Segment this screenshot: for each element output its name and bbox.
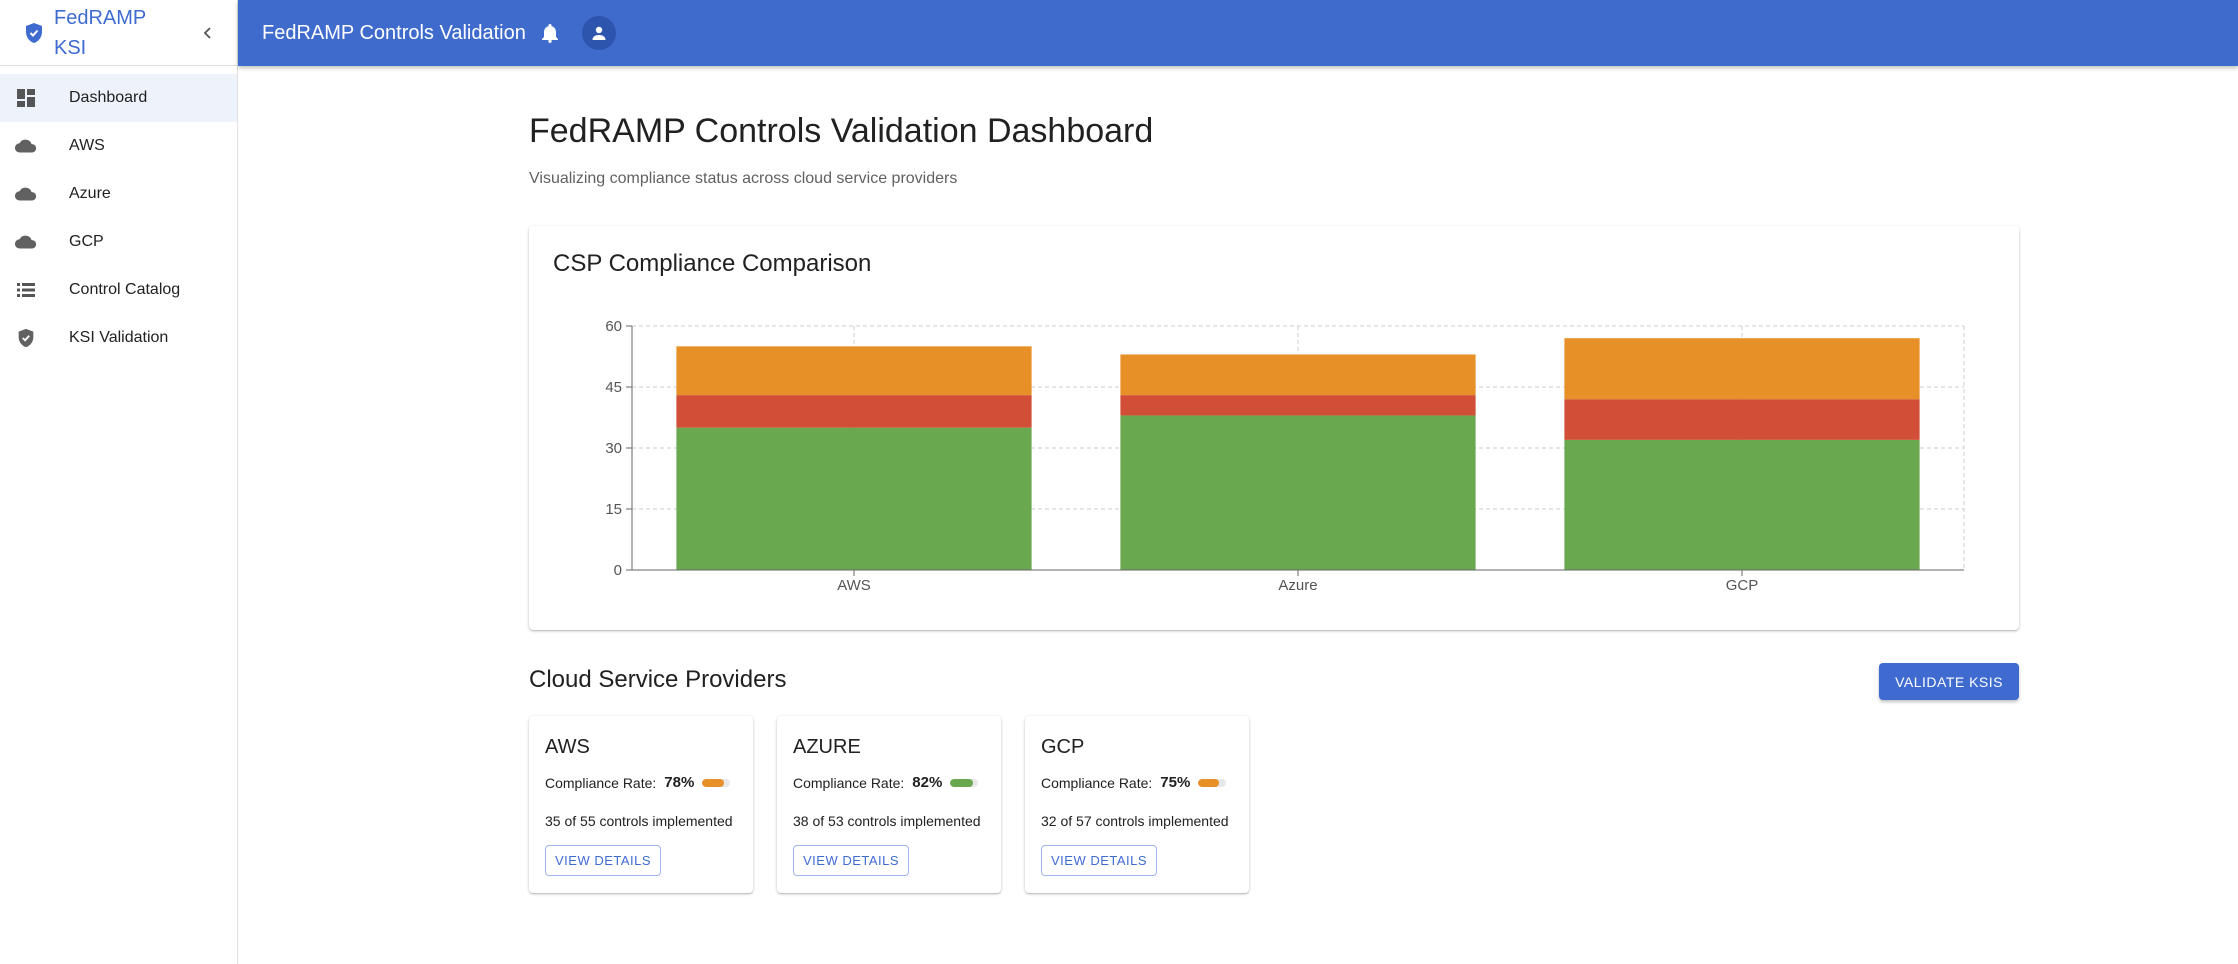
- x-tick-label: AWS: [837, 577, 871, 594]
- sidebar-item-gcp[interactable]: GCP: [0, 218, 237, 266]
- list-icon: [14, 278, 38, 302]
- top-app-bar: FedRAMP Controls Validation: [238, 0, 2238, 66]
- x-tick-label: Azure: [1278, 577, 1317, 594]
- x-tick-label: GCP: [1726, 577, 1759, 594]
- app-title: FedRAMP Controls Validation: [262, 21, 526, 44]
- provider-card-azure: AZURE Compliance Rate: 82% 38 of 53 cont…: [777, 716, 1001, 893]
- sidebar-item-aws[interactable]: AWS: [0, 122, 237, 170]
- sidebar: FedRAMP KSI Dashboard AWS Azure: [0, 0, 238, 964]
- compliance-progress-bar: [702, 778, 731, 787]
- bar-segment: [1564, 399, 1920, 440]
- validate-ksis-button[interactable]: VALIDATE KSIS: [1879, 663, 2019, 700]
- shield-check-icon: [22, 21, 46, 45]
- sidebar-item-ksi-validation[interactable]: KSI Validation: [0, 314, 237, 362]
- cloud-icon: [14, 134, 38, 158]
- bar-segment: [1120, 354, 1476, 396]
- provider-card-gcp: GCP Compliance Rate: 75% 32 of 57 contro…: [1025, 716, 1249, 893]
- y-tick-label: 15: [605, 501, 622, 518]
- compliance-progress-fill: [702, 778, 725, 787]
- compliance-rate-label: Compliance Rate:: [1041, 774, 1153, 791]
- view-details-button[interactable]: VIEW DETAILS: [793, 845, 910, 876]
- sidebar-item-label: Dashboard: [69, 89, 148, 106]
- page-subtitle: Visualizing compliance status across clo…: [529, 170, 958, 187]
- provider-name: AZURE: [793, 736, 861, 758]
- compliance-rate-value: 82%: [912, 774, 943, 791]
- sidebar-nav: Dashboard AWS Azure GCP Control Catalog: [0, 74, 237, 362]
- compliance-progress-fill: [950, 778, 974, 787]
- chevron-left-icon[interactable]: [195, 20, 221, 46]
- y-tick-label: 60: [605, 318, 622, 335]
- compliance-progress-bar: [1198, 778, 1227, 787]
- controls-implemented-text: 38 of 53 controls implemented: [793, 813, 981, 829]
- chart-card: CSP Compliance Comparison 0 15 30 45 60 AWS Az…: [529, 226, 2019, 630]
- cloud-icon: [14, 230, 38, 254]
- sidebar-item-control-catalog[interactable]: Control Catalog: [0, 266, 237, 314]
- compliance-progress-bar: [950, 778, 979, 787]
- shield-check-icon: [14, 326, 38, 350]
- sidebar-item-azure[interactable]: Azure: [0, 170, 237, 218]
- compliance-rate-value: 75%: [1160, 774, 1191, 791]
- section-title: Cloud Service Providers: [529, 666, 787, 693]
- provider-card-aws: AWS Compliance Rate: 78% 35 of 55 contro…: [529, 716, 753, 893]
- bar-segment: [676, 395, 1032, 428]
- view-details-button[interactable]: VIEW DETAILS: [1041, 845, 1158, 876]
- bar-segment: [676, 346, 1032, 396]
- sidebar-item-label: KSI Validation: [69, 329, 169, 346]
- y-tick-label: 45: [605, 379, 622, 396]
- bar-segment: [1120, 395, 1476, 416]
- view-details-button[interactable]: VIEW DETAILS: [545, 845, 662, 876]
- page-title: FedRAMP Controls Validation Dashboard: [529, 112, 1154, 150]
- bar-segment: [1564, 439, 1920, 570]
- chart-title: CSP Compliance Comparison: [553, 250, 872, 277]
- controls-implemented-text: 35 of 55 controls implemented: [545, 813, 733, 829]
- person-icon[interactable]: [581, 16, 616, 50]
- dashboard-icon: [14, 86, 38, 110]
- sidebar-item-label: Control Catalog: [69, 281, 181, 298]
- compliance-rate-row: Compliance Rate: 82%: [793, 774, 979, 791]
- y-tick-label: 30: [605, 440, 622, 457]
- bell-icon[interactable]: [538, 21, 562, 45]
- controls-implemented-text: 32 of 57 controls implemented: [1041, 813, 1229, 829]
- compliance-rate-label: Compliance Rate:: [793, 774, 905, 791]
- cloud-icon: [14, 182, 38, 206]
- compliance-rate-row: Compliance Rate: 78%: [545, 774, 731, 791]
- y-tick-label: 0: [614, 562, 622, 579]
- bar-segment: [1120, 415, 1476, 570]
- compliance-progress-fill: [1198, 778, 1220, 787]
- bar-segment: [1564, 338, 1920, 400]
- sidebar-item-label: AWS: [69, 137, 105, 154]
- bar-segment: [676, 427, 1032, 570]
- compliance-rate-label: Compliance Rate:: [545, 774, 657, 791]
- sidebar-item-label: GCP: [69, 233, 104, 250]
- compliance-rate-value: 78%: [664, 774, 695, 791]
- provider-name: GCP: [1041, 736, 1085, 758]
- brand-name[interactable]: FedRAMP KSI: [54, 6, 146, 59]
- compliance-bar-chart: 0 15 30 45 60 AWS Azure GCP: [605, 318, 1965, 594]
- sidebar-item-dashboard[interactable]: Dashboard: [0, 74, 237, 122]
- compliance-rate-row: Compliance Rate: 75%: [1041, 774, 1227, 791]
- provider-name: AWS: [545, 736, 590, 758]
- brand-header: FedRAMP KSI: [0, 0, 237, 66]
- sidebar-item-label: Azure: [69, 185, 111, 202]
